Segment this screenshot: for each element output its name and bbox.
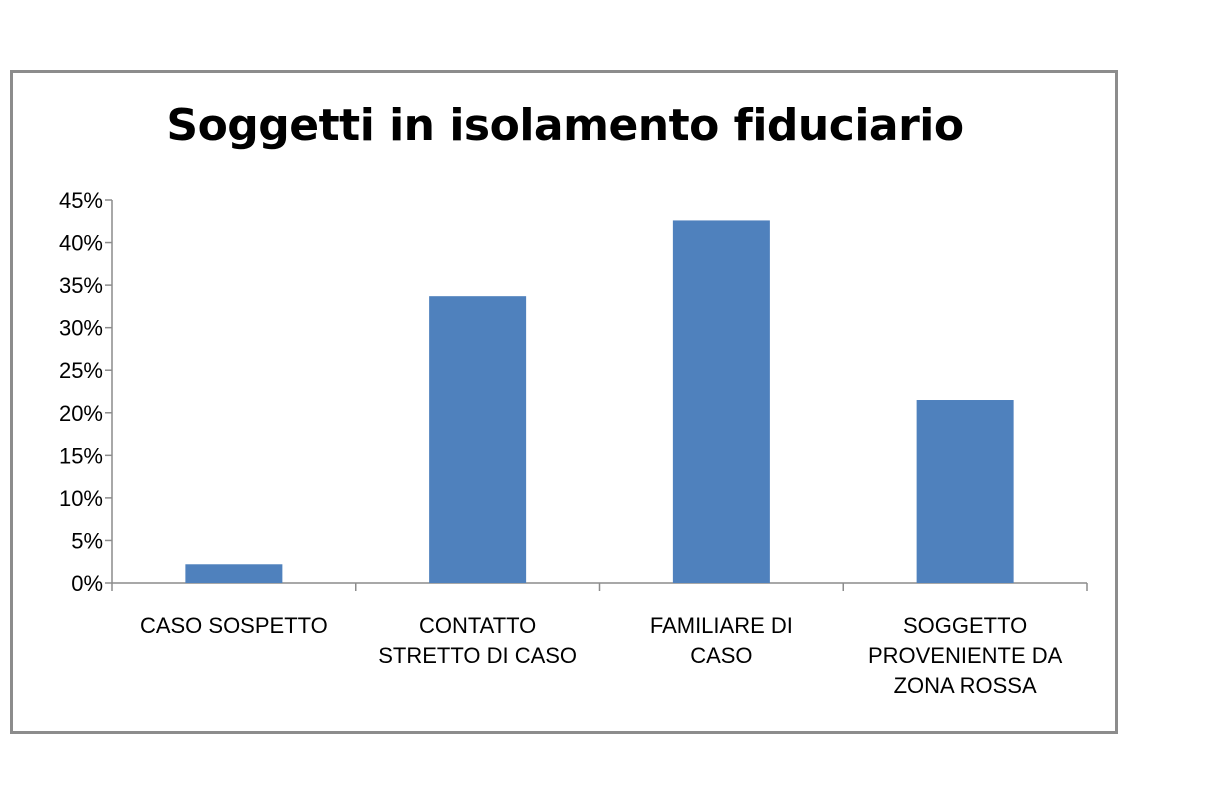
y-tick-label: 0% (71, 571, 103, 596)
y-tick-label: 45% (59, 188, 103, 213)
bar (429, 296, 527, 583)
y-tick-label: 35% (59, 273, 103, 298)
y-tick-label: 30% (59, 316, 103, 341)
x-tick-labels: CASO SOSPETTO CONTATTO STRETTO DI CASO FAMI… (140, 613, 1063, 698)
chart-title: Soggetti in isolamento fiduciario (166, 100, 964, 151)
y-axis: 0% 5% 10% 15% 20% 25% 30% 35% 40% 45% (59, 188, 113, 596)
bar (672, 220, 770, 583)
bars (185, 220, 1014, 583)
y-tick-label: 40% (59, 231, 103, 256)
x-tick-label: CASO SOSPETTO (140, 613, 328, 638)
bar (185, 564, 283, 583)
y-tick-label: 25% (59, 358, 103, 383)
x-tick-label: FAMILIARE DI CASO (650, 613, 793, 668)
x-tick-label: SOGGETTO PROVENIENTE DA ZONA ROSSA (868, 613, 1063, 698)
y-tick-label: 5% (71, 528, 103, 553)
y-tick-label: 10% (59, 486, 103, 511)
y-tick-label: 20% (59, 401, 103, 426)
x-tick-label: CONTATTO STRETTO DI CASO (378, 613, 577, 668)
y-tick-label: 15% (59, 443, 103, 468)
x-axis (111, 582, 1088, 591)
bar (916, 400, 1014, 583)
